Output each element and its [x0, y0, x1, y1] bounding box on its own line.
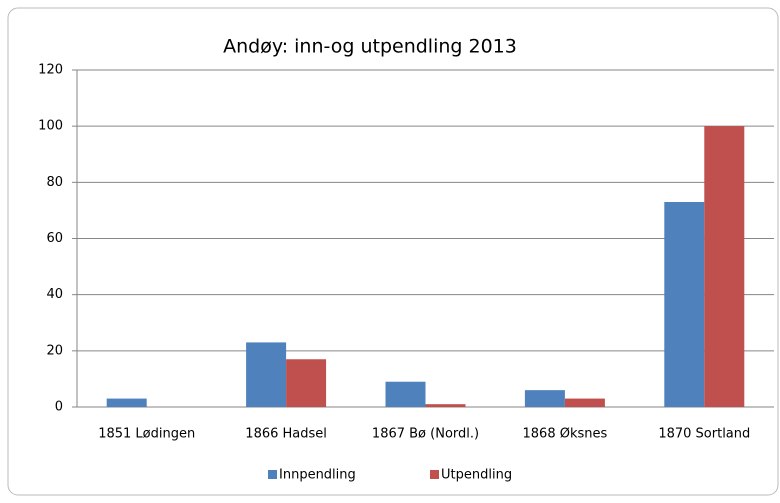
- bar: [664, 201, 705, 407]
- x-tick-label: 1867 Bø (Nordl.): [372, 427, 479, 442]
- bar: [246, 342, 287, 407]
- legend-label: Utpendling: [441, 468, 512, 483]
- bar: [524, 390, 565, 407]
- bar: [704, 126, 745, 408]
- legend-label: Innpendling: [279, 468, 356, 483]
- y-tick-label: 20: [46, 343, 63, 358]
- y-tick-label: 60: [46, 231, 63, 246]
- x-tick-label: 1868 Øksnes: [523, 427, 608, 442]
- y-tick-label: 80: [46, 175, 63, 190]
- bar: [106, 398, 147, 407]
- chart-title: Andøy: inn-og utpendling 2013: [223, 36, 517, 58]
- y-tick-label: 40: [46, 287, 63, 302]
- y-tick-label: 0: [55, 400, 63, 415]
- bar: [425, 404, 466, 407]
- x-tick-label: 1870 Sortland: [658, 427, 750, 442]
- y-tick-label: 120: [38, 63, 63, 78]
- bar: [286, 359, 327, 407]
- bar: [385, 381, 426, 407]
- legend-swatch: [268, 470, 277, 479]
- x-tick-label: 1851 Lødingen: [98, 427, 195, 442]
- chart-frame: [7, 7, 779, 496]
- bar: [564, 398, 605, 407]
- legend-swatch: [430, 470, 439, 479]
- x-tick-label: 1866 Hadsel: [245, 427, 327, 442]
- y-tick-label: 100: [38, 119, 63, 134]
